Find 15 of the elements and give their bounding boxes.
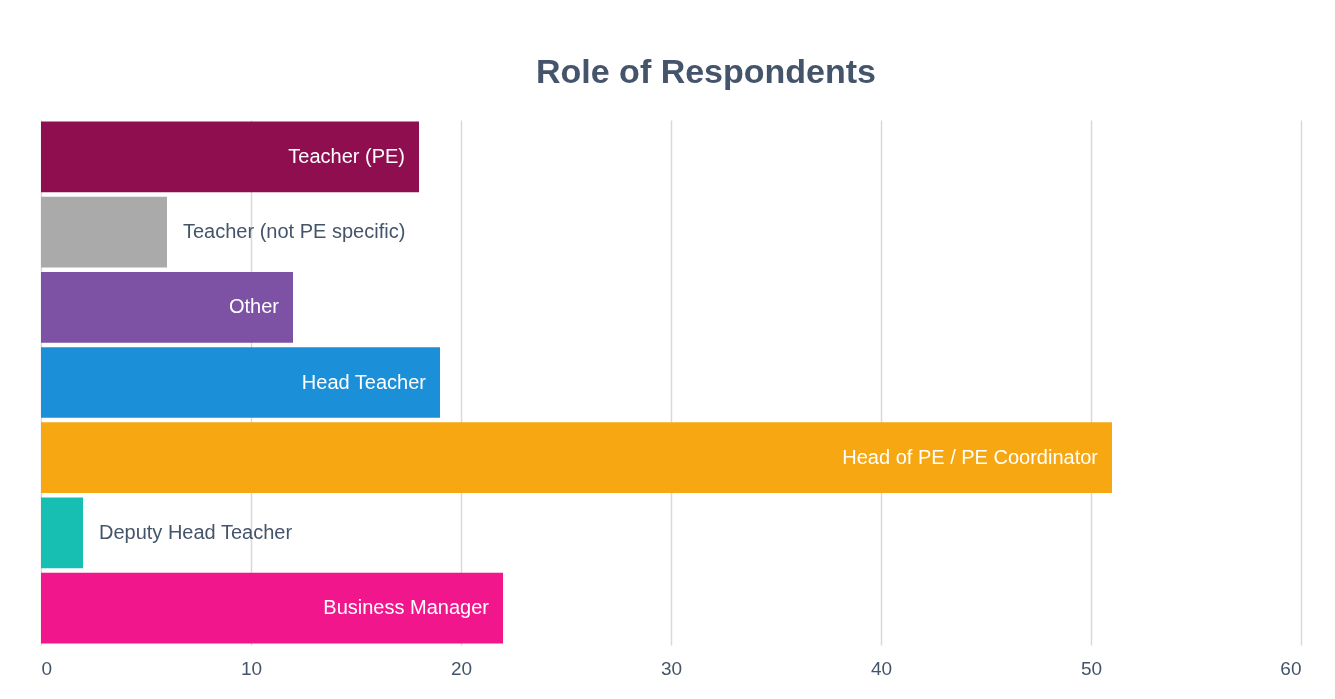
chart-title: Role of Respondents xyxy=(535,52,877,90)
x-tick-label: 20 xyxy=(450,657,473,679)
x-tick-label: 50 xyxy=(1080,657,1103,679)
y-tick-label: Teacher (not PE specific) xyxy=(183,220,406,243)
x-tick-label: 30 xyxy=(660,657,683,679)
y-tick-label: Deputy Head Teacher xyxy=(99,520,293,543)
x-tick-label: 0 xyxy=(41,657,53,679)
y-tick-label: Other xyxy=(228,295,280,318)
y-tick-label: Teacher (PE) xyxy=(288,144,405,167)
x-tick-label: 60 xyxy=(1280,657,1302,679)
x-tick-label: 40 xyxy=(870,657,893,679)
y-tick-label: Head Teacher xyxy=(301,370,427,393)
y-tick-label: Business Manager xyxy=(323,596,490,619)
x-tick-label: 10 xyxy=(240,657,263,679)
y-tick-label: Head of PE / PE Coordinator xyxy=(842,445,1099,468)
